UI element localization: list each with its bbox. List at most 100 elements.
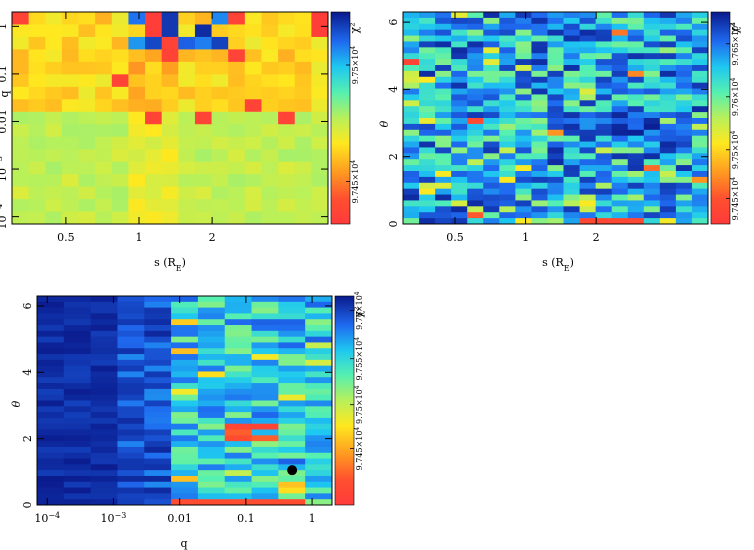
heatmap-cell (451, 176, 468, 184)
heatmap-cell (531, 100, 548, 107)
heatmap-cell (224, 499, 253, 506)
heatmap-cell (90, 481, 118, 489)
heatmap-cell (419, 88, 436, 95)
heatmap-cell (305, 423, 333, 431)
heatmap-cell (499, 123, 516, 131)
heatmap-cell (228, 24, 246, 38)
heatmap-cell (467, 176, 484, 184)
heatmap-cell (171, 400, 199, 407)
heatmap-cell (78, 61, 96, 75)
heatmap-cell (305, 307, 333, 314)
heatmap-cell (117, 330, 145, 338)
heatmap-cell (563, 188, 581, 196)
heatmap-cell (63, 383, 92, 390)
heatmap-cell (111, 136, 129, 150)
heatmap-cell (531, 35, 548, 42)
heatmap-cell (659, 123, 677, 131)
heatmap-cell (63, 359, 92, 367)
heatmap-cell (595, 100, 613, 107)
y-ticks: 0 2 4 6 (21, 302, 332, 509)
heatmap-cell (251, 336, 279, 343)
heatmap-cell (627, 171, 645, 178)
heatmap-cell (117, 499, 145, 506)
heatmap-cell (419, 65, 436, 72)
heatmap-cell (171, 412, 199, 419)
tick-label: 0 (21, 502, 34, 509)
heatmap-cell (37, 400, 65, 407)
heatmap-cell (419, 17, 436, 25)
heatmap-cell (144, 435, 172, 442)
heatmap-cell (611, 171, 629, 178)
heatmap-cell (691, 218, 709, 225)
heatmap-cell (178, 61, 196, 75)
heatmap-cell (691, 200, 709, 207)
heatmap-cell (197, 325, 226, 332)
heatmap-cell (211, 136, 229, 150)
heatmap-cell (435, 88, 452, 95)
heatmap-cell (211, 61, 229, 75)
heatmap-cell (499, 47, 516, 54)
heatmap-cell (627, 76, 645, 84)
heatmap-cell (244, 74, 262, 88)
heatmap-cell (499, 165, 516, 172)
tick-label: 0.1 (0, 65, 9, 83)
heatmap-cell (61, 36, 80, 50)
heatmap-cell (435, 17, 452, 25)
heatmap-cell (611, 23, 629, 31)
heatmap-cell (563, 65, 581, 72)
heatmap-cell (161, 99, 179, 113)
tick-label: 10−3 (101, 511, 127, 526)
heatmap-cell (627, 41, 645, 48)
heatmap-cell (224, 336, 253, 343)
heatmap-cell (579, 76, 597, 84)
colorbar-tick-label: 9.76×104 (354, 291, 365, 330)
heatmap-cell (251, 446, 279, 454)
heatmap-cell (419, 147, 436, 154)
heatmap-cell (278, 412, 306, 419)
heatmap-cell (499, 218, 516, 225)
heatmap-cell (145, 136, 163, 150)
heatmap-cell (595, 194, 613, 201)
heatmap-cell (611, 159, 629, 166)
heatmap-cell (63, 313, 92, 320)
heatmap-cell (435, 194, 452, 201)
heatmap-cell (117, 377, 145, 384)
heatmap-cell (467, 23, 484, 31)
heatmap-cell (659, 112, 677, 119)
heatmap-cell (419, 182, 436, 190)
heatmap-cell (278, 417, 306, 425)
heatmap-cell (128, 174, 146, 188)
heatmap-cell (37, 307, 65, 314)
heatmap-cell (90, 464, 118, 471)
heatmap-cell (37, 365, 65, 372)
heatmap-cell (515, 41, 532, 48)
heatmap-cell (45, 74, 63, 88)
heatmap-cell (547, 176, 565, 184)
heatmap-cell (90, 435, 118, 442)
heatmap-cell (403, 123, 420, 131)
heatmap-cell (311, 124, 329, 138)
heatmap-cell (63, 354, 92, 361)
heatmap-cell (305, 296, 333, 303)
heatmap-cell (483, 88, 500, 95)
heatmap-cell (251, 470, 279, 477)
heatmap-cell (95, 174, 113, 188)
heatmap-cell (675, 171, 693, 178)
heatmap-cell (178, 124, 196, 138)
heatmap-cell (419, 35, 436, 42)
heatmap-cell (305, 301, 333, 309)
heatmap-cell (579, 171, 597, 178)
heatmap-cell (659, 29, 677, 37)
heatmap-cell (451, 123, 468, 131)
heatmap-cell (451, 70, 468, 78)
heatmap-cell (78, 74, 96, 88)
heatmap-cell (563, 159, 581, 166)
heatmap-cell (251, 296, 279, 303)
heatmap-cell (90, 342, 118, 349)
heatmap-cell (467, 188, 484, 196)
heatmap-cell (197, 417, 226, 425)
heatmap-cell (12, 186, 30, 200)
heatmap-cell (627, 106, 645, 113)
heatmap-cell (37, 452, 65, 460)
heatmap-cell (197, 458, 226, 465)
